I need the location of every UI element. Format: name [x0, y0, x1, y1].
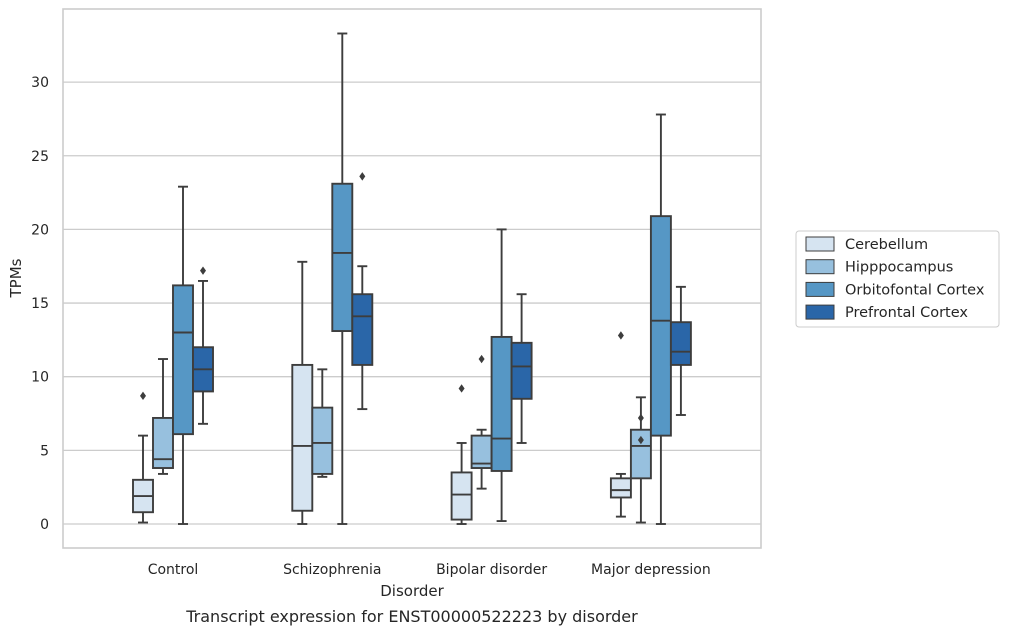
box-hipppocampus [152, 358, 174, 475]
box-body [152, 416, 174, 469]
legend-swatch [805, 304, 835, 320]
x-tick-label: Bipolar disorder [436, 562, 547, 578]
x-tick-label: Control [148, 562, 199, 578]
box-prefrontal-cortex [669, 285, 692, 416]
legend-swatch [805, 259, 835, 275]
legend-frame [795, 230, 1000, 328]
box-body [172, 284, 194, 436]
box-orbitofontal-cortex [649, 113, 672, 525]
box-body [291, 363, 314, 512]
outlier-point [140, 391, 146, 401]
y-axis-label: TPMs [7, 258, 25, 298]
y-tick-label: 15 [31, 296, 49, 312]
y-tick-label: 30 [31, 75, 49, 91]
box-hipppocampus [470, 354, 493, 490]
outlier-point [637, 413, 644, 423]
boxes [132, 32, 692, 525]
box-prefrontal-cortex [351, 172, 374, 411]
outlier-point [200, 266, 206, 275]
plot-frame [62, 8, 762, 549]
box-cerebellum [609, 331, 632, 518]
box-body [450, 471, 473, 521]
box-orbitofontal-cortex [331, 32, 354, 525]
outlier-point [637, 435, 644, 445]
legend: Cerebellum Hipppocampus Orbitofontal Corte… [795, 230, 1000, 328]
y-tick-label: 20 [31, 222, 49, 238]
outlier-point [478, 354, 485, 364]
outlier-point [458, 384, 465, 393]
outlier-point [359, 172, 366, 181]
box-hipppocampus [629, 396, 652, 524]
box-cerebellum [132, 391, 154, 524]
box-body [311, 406, 334, 475]
legend-swatch [805, 281, 835, 297]
x-axis-label: Disorder [380, 582, 444, 600]
outlier-point [617, 331, 624, 340]
box-orbitofontal-cortex [490, 228, 513, 523]
x-tick-label: Schizophrenia [283, 562, 381, 578]
box-body [649, 215, 672, 437]
box-orbitofontal-cortex [172, 185, 194, 525]
chart-caption: Transcript expression for ENST0000052222… [185, 607, 638, 626]
legend-swatch [805, 236, 835, 252]
y-tick-label: 0 [40, 517, 49, 533]
legend-label: Cerebellum [845, 237, 928, 253]
x-tick-label: Major depression [591, 562, 711, 578]
box-prefrontal-cortex [192, 266, 214, 425]
box-body [331, 182, 354, 332]
x-tick-labels: Control Schizophrenia Bipolar disorder Majo… [148, 562, 711, 578]
y-tick-labels: 0 5 10 15 20 25 30 [31, 75, 49, 533]
box-prefrontal-cortex [510, 293, 533, 444]
box-cerebellum [450, 384, 473, 525]
box-body [510, 341, 533, 400]
y-tick-label: 25 [31, 149, 49, 165]
legend-label: Orbitofontal Cortex [845, 282, 985, 298]
legend-label: Prefrontal Cortex [845, 305, 968, 321]
y-tick-label: 10 [31, 370, 49, 386]
legend-label: Hipppocampus [845, 260, 953, 276]
box-hipppocampus [311, 368, 334, 478]
box-body [490, 335, 513, 472]
box-body [351, 293, 374, 366]
box-cerebellum [291, 260, 314, 525]
box-body [629, 428, 652, 480]
box-body [609, 477, 632, 499]
box-body [669, 321, 692, 366]
y-tick-label: 5 [40, 443, 49, 459]
